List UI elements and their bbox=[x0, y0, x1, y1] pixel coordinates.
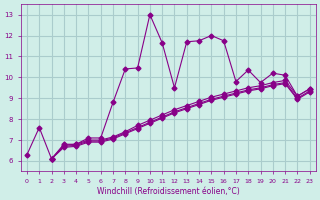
X-axis label: Windchill (Refroidissement éolien,°C): Windchill (Refroidissement éolien,°C) bbox=[97, 187, 240, 196]
